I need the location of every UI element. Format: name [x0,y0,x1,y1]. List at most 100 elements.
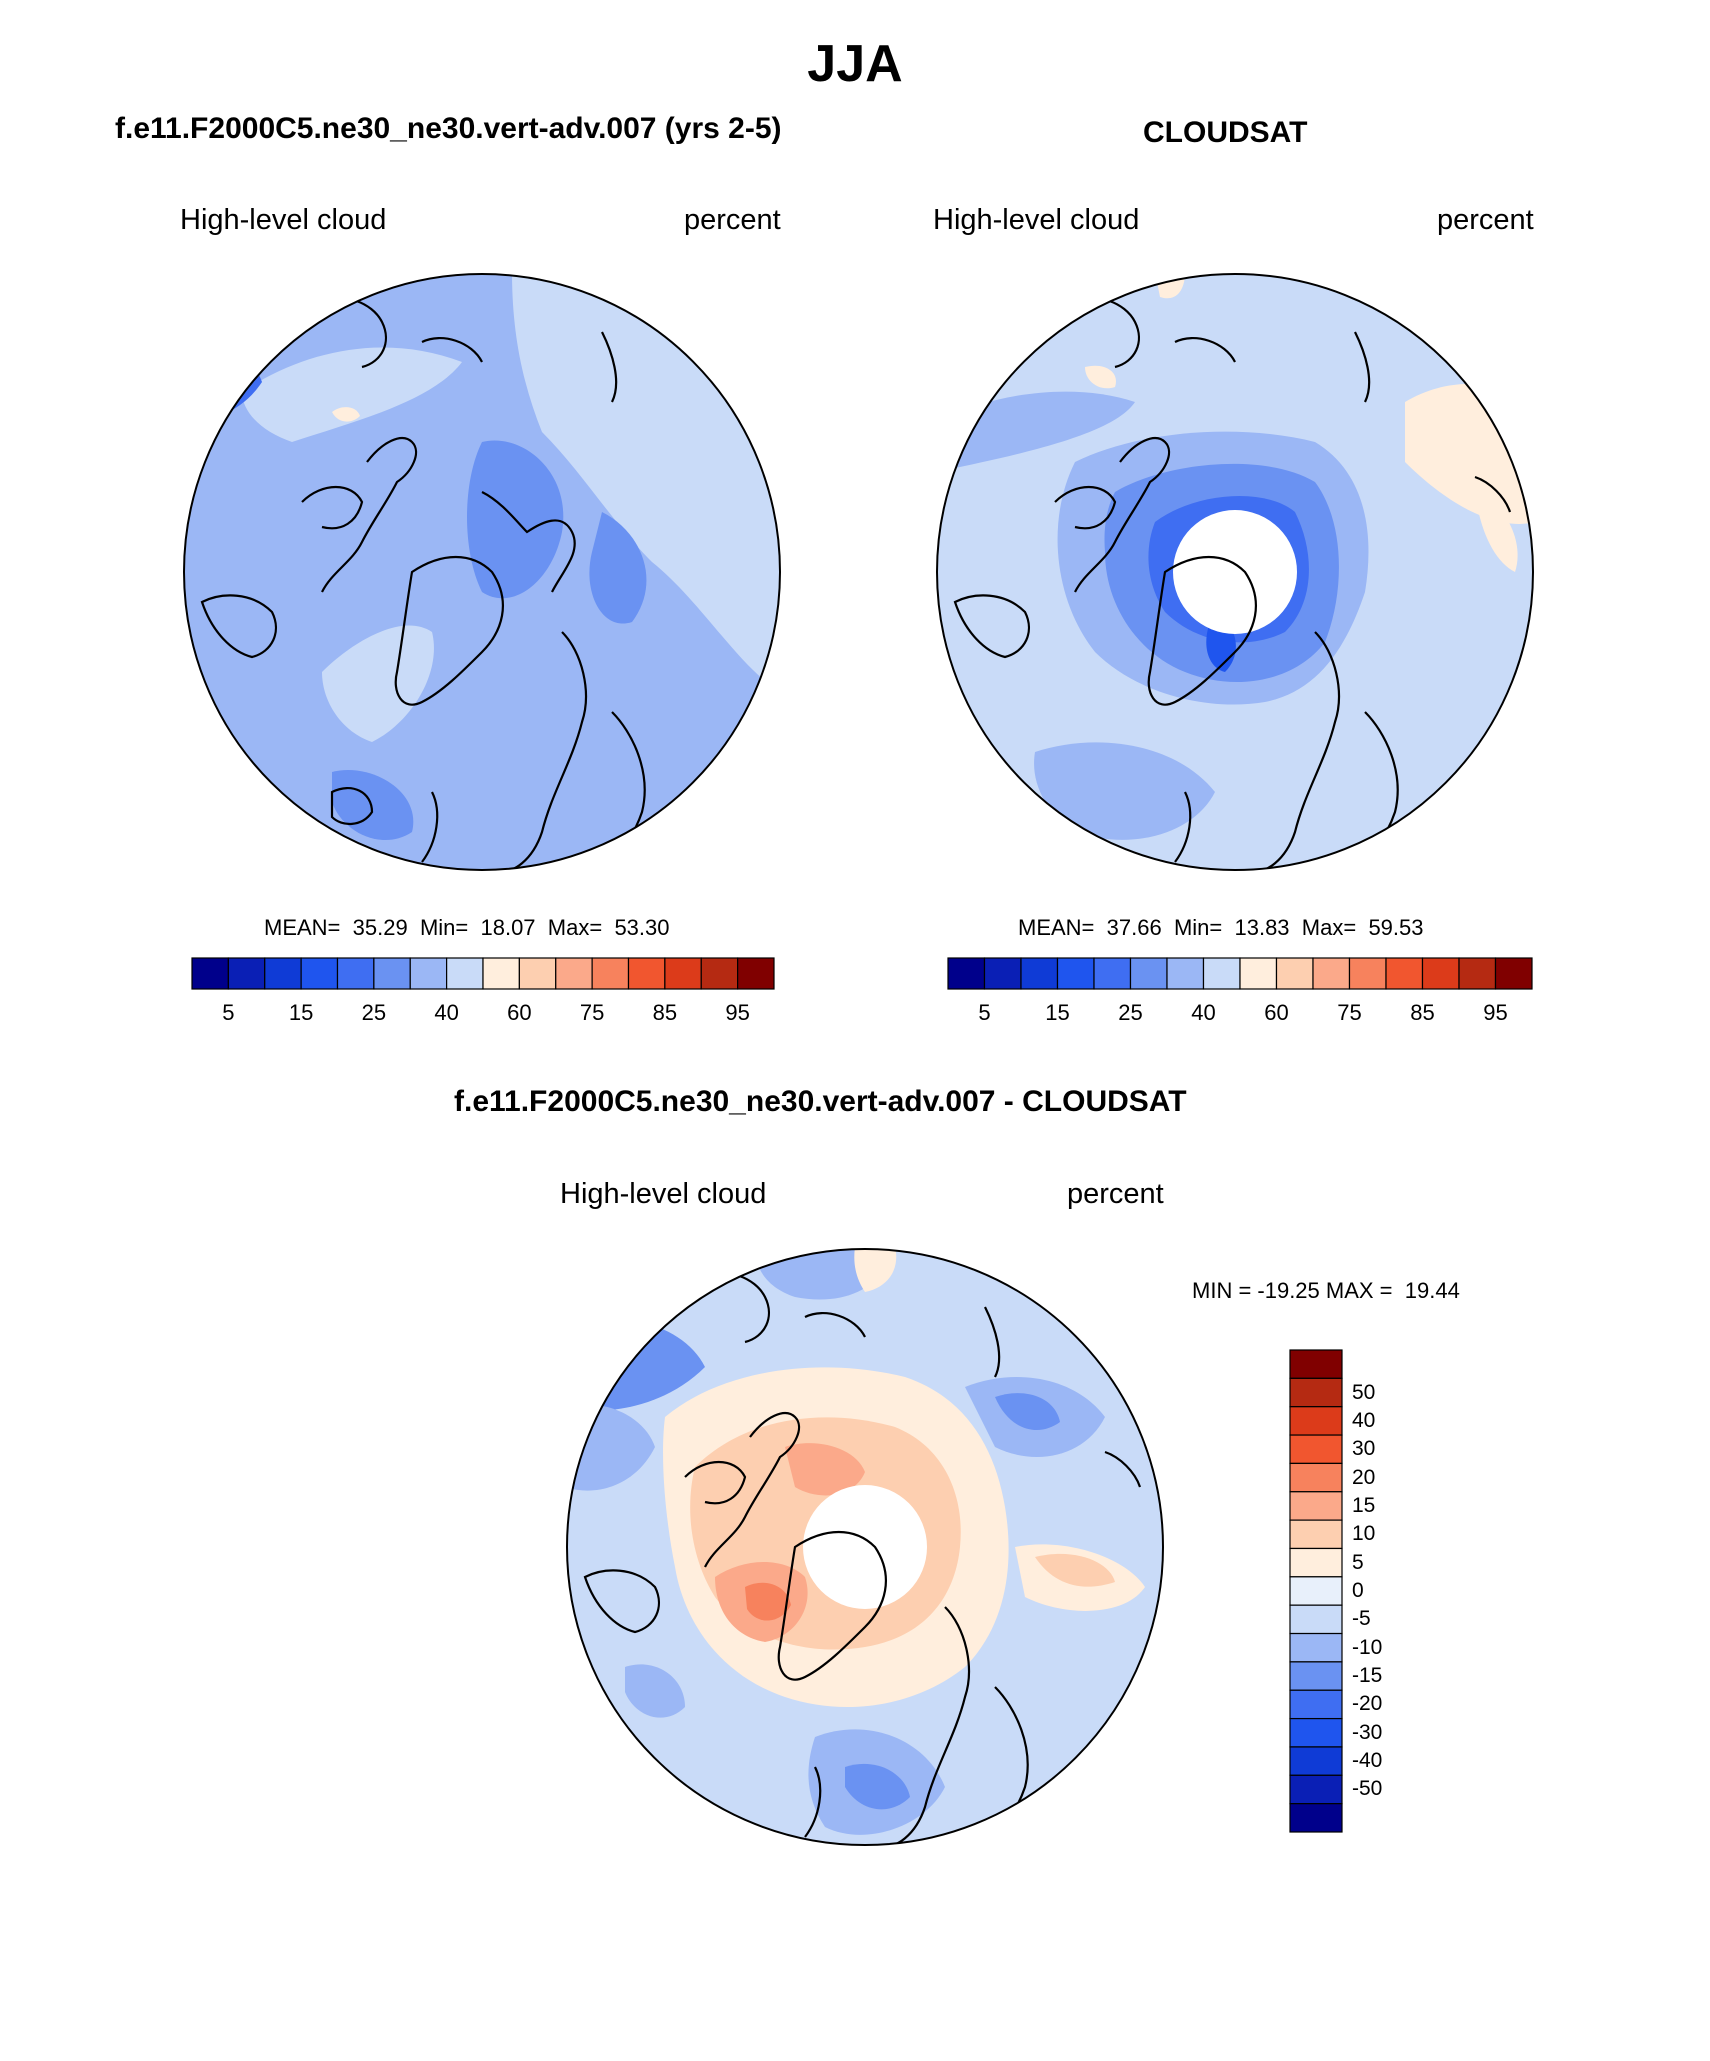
diff-colorbar-tick-label: -15 [1352,1664,1383,1688]
panel1-colorbar-swatch [664,957,702,990]
panel2-case-title: CLOUDSAT [1143,116,1308,149]
panel1-colorbar-swatch [191,957,229,990]
panel2-mean-label: MEAN= [1018,915,1095,940]
panel2-field-cream-patch [1475,492,1518,572]
panel2-max-value: 59.53 [1368,915,1424,940]
panel2-max-label: Max= [1301,915,1357,940]
diff-colorbar-labels: 50 40 30 20 15 10 5 0 -5 -10 -15 -20 -30 -40 -50 [1352,1350,1432,1832]
panel2-stats: MEAN= 37.66 Min= 13.83 Max= 59.53 [1018,915,1424,941]
panel2-colorbar-labels: 5 15 25 40 60 75 85 95 [948,1000,1532,1030]
diff-colorbar-tick-label: -30 [1352,1720,1383,1744]
diff-colorbar-swatch [1289,1434,1343,1465]
panel2-colorbar-tick-label: 40 [1191,1000,1216,1025]
diff-colorbar-swatch [1289,1576,1343,1606]
diff-colorbar-swatch [1289,1349,1343,1379]
diff-colorbar-swatch [1289,1377,1343,1408]
panel1-max-value: 53.30 [614,915,670,940]
panel2-colorbar-swatch [1020,957,1059,990]
panel2-colorbar-swatch [1458,957,1497,990]
panel1-colorbar-swatch [264,957,302,990]
panel2-colorbar-swatch [1129,957,1168,990]
panel2-colorbar-swatch [1056,957,1095,990]
panel2-colorbar-swatch [1275,957,1314,990]
diff-colorbar-swatch [1289,1462,1343,1493]
panel1-colorbar-tick-label: 40 [434,1000,459,1025]
panel1-colorbar-tick-label: 15 [288,1000,314,1025]
diff-field-blue-region [995,1393,1060,1430]
panel2-colorbar-swatch [1166,957,1205,990]
panel1-colorbar-swatch [700,957,739,990]
panel2-colorbar-swatch [1385,957,1424,990]
diff-colorbar-tick-label: 50 [1352,1380,1376,1404]
diff-field-orange-region [785,1443,865,1496]
diff-colorbar-tick-label: -5 [1352,1607,1371,1631]
panel1-colorbar-swatch [300,957,339,990]
panel2-colorbar-swatch [1093,957,1132,990]
panel1-colorbar-swatch [227,957,266,990]
diff-colorbar-swatch [1289,1689,1343,1720]
diff-colorbar-tick-label: -10 [1352,1635,1383,1659]
panel2-colorbar-swatch [1312,957,1351,990]
panel1-max-label: Max= [547,915,603,940]
diff-colorbar-swatch [1289,1519,1343,1550]
panel2-colorbar-swatch [1239,957,1278,990]
panel1-colorbar-swatch [446,957,484,990]
panel1-colorbar-tick-label: 85 [652,1000,678,1025]
diff-colorbar-swatch [1289,1406,1343,1436]
diff-colorbar-swatch [1289,1717,1343,1748]
panel1-colorbar-swatch [336,957,375,990]
panel1-colorbar-tick-label: 60 [507,1000,532,1025]
diff-colorbar-swatch [1289,1774,1343,1805]
diff-units-label: percent [1067,1178,1164,1210]
diff-colorbar-swatch [1289,1491,1343,1521]
diff-polar-map [566,1248,1164,1846]
panel2-missing-data-pole [1173,510,1297,634]
panel1-field-light-region [322,625,434,742]
page-title: JJA [807,35,903,93]
diff-field-cream-region [854,1249,897,1292]
panel2-colorbar-swatch [1202,957,1241,990]
panel2-colorbar-tick-label: 75 [1337,1000,1362,1025]
panel2-field-mid-region [937,391,1135,472]
diff-colorbar-swatch [1289,1746,1343,1776]
diff-field-salmon-region [1035,1553,1115,1587]
panel1-colorbar-labels: 5 15 25 40 60 75 85 95 [192,1000,774,1030]
panel1-colorbar-tick-label: 95 [725,1000,750,1025]
panel1-colorbar-swatch [627,957,666,990]
panel1-colorbar-tick-label: 75 [579,1000,605,1025]
panel1-colorbar-tick-label: 5 [222,1000,235,1025]
panel1-colorbar-swatch [373,957,411,990]
diff-missing-data-pole [803,1485,927,1609]
diff-colorbar-tick-label: 15 [1352,1493,1376,1517]
panel1-units-label: percent [684,204,781,236]
panel1-field-light-region [242,347,462,442]
panel2-colorbar-tick-label: 85 [1410,1000,1435,1025]
panel1-colorbar [191,957,775,990]
panel2-polar-map [936,273,1534,871]
panel2-colorbar-tick-label: 60 [1264,1000,1289,1025]
panel2-field-mid-region [1034,742,1215,840]
diff-minmax-text: MIN = -19.25 MAX = 19.44 [1192,1278,1460,1303]
panel1-colorbar-swatch [555,957,593,990]
panel1-case-title: f.e11.F2000C5.ne30_ne30.vert-adv.007 (yr… [115,112,782,145]
panel1-mean-value: 35.29 [352,915,408,940]
diff-field-blue-region [625,1664,685,1718]
panel1-colorbar-swatch [482,957,520,990]
panel2-field-cream-patch [1085,365,1116,389]
panel2-colorbar-tick-label: 25 [1118,1000,1143,1025]
panel1-colorbar-swatch [409,957,448,990]
panel2-colorbar [947,957,1533,990]
panel2-colorbar-tick-label: 5 [978,1000,991,1025]
panel1-variable-label: High-level cloud [180,204,387,236]
diff-colorbar-tick-label: 20 [1352,1465,1376,1489]
panel2-colorbar-tick-label: 95 [1483,1000,1508,1025]
diff-colorbar-swatch [1289,1661,1343,1691]
diff-colorbar-tick-label: 5 [1352,1550,1364,1574]
panel2-colorbar-swatch [1494,957,1533,990]
panel2-variable-label: High-level cloud [933,204,1140,236]
diff-colorbar-swatch [1289,1604,1343,1635]
panel1-polar-map [183,273,781,871]
diff-colorbar [1289,1349,1343,1833]
diff-colorbar-swatch [1289,1547,1343,1578]
diff-colorbar-tick-label: 0 [1352,1579,1364,1602]
